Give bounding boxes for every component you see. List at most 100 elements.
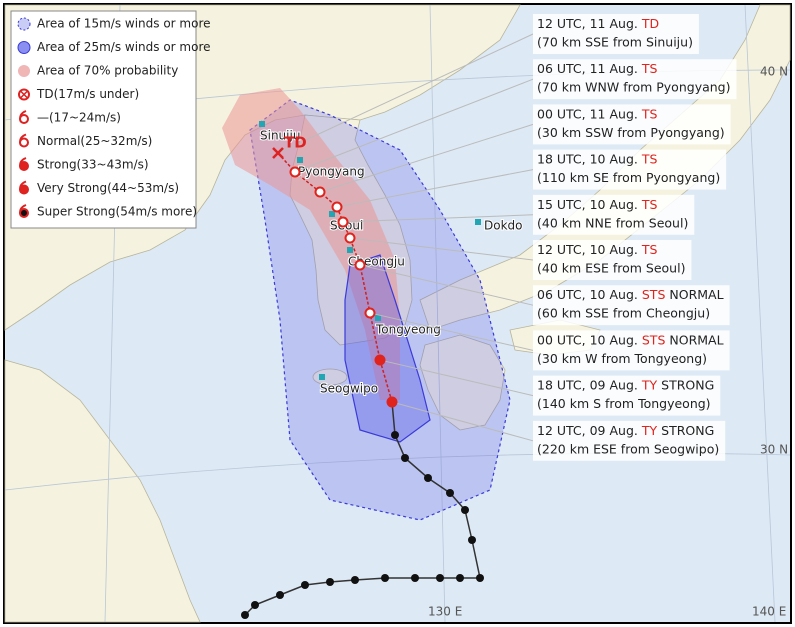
label-box [533, 375, 721, 416]
place-label: Sinuiju [260, 129, 300, 143]
forecast-title: 12 UTC, 09 Aug. TY STRONG [537, 422, 714, 437]
forecast-track [277, 152, 393, 403]
wind-25-area [344, 254, 431, 443]
status: TS [641, 151, 658, 166]
place-label: Seogwipo [320, 382, 378, 396]
label-box [533, 14, 699, 54]
time: 18 UTC, 09 Aug. [537, 377, 638, 392]
past-position [241, 611, 249, 619]
time: 00 UTC, 11 Aug. [537, 106, 638, 121]
time: 18 UTC, 10 Aug. [537, 151, 638, 166]
time: 06 UTC, 10 Aug. [537, 287, 638, 302]
legend-icon [19, 208, 29, 218]
legend-label: Area of 15m/s winds or more [37, 17, 211, 31]
label-box [533, 330, 730, 371]
past-position [424, 474, 432, 482]
legend-label: Strong(33~43m/s) [37, 158, 149, 172]
connector [359, 264, 534, 306]
forecast-title: 18 UTC, 10 Aug. TS [537, 151, 658, 166]
forecast-position [331, 201, 343, 213]
connector [294, 78, 534, 173]
forecast-position [374, 354, 386, 366]
grid-label: 130 E [428, 605, 462, 619]
legend-label: Area of 70% probability [37, 64, 178, 78]
grid-label: 30 N [760, 443, 788, 457]
past-position [411, 574, 419, 582]
legend-icon [19, 137, 29, 148]
forecast-location: (70 km WNW from Pyongyang) [537, 80, 730, 95]
forecast-title: 12 UTC, 10 Aug. TS [537, 242, 658, 257]
past-position [276, 591, 284, 599]
time: 15 UTC, 10 Aug. [537, 196, 638, 211]
legend-icon [19, 114, 29, 124]
place-marker [375, 315, 381, 321]
grid-label: 140 E [752, 605, 786, 619]
forecast-location: (60 km SSE from Cheongju) [537, 306, 710, 321]
time: 06 UTC, 11 Aug. [537, 61, 638, 76]
forecast-location: (30 km W from Tongyeong) [537, 351, 707, 366]
forecast-position [289, 166, 301, 178]
legend-label: Very Strong(44~53m/s) [37, 181, 179, 195]
forecast-location: (40 km NNE from Seoul) [537, 215, 688, 230]
label-box [533, 420, 726, 461]
past-position [401, 454, 409, 462]
forecast-title: 00 UTC, 10 Aug. STS NORMAL [537, 332, 724, 347]
forecast-title: 18 UTC, 09 Aug. TY STRONG [537, 377, 714, 392]
past-position [456, 574, 464, 582]
legend-label: TD(17m/s under) [36, 87, 139, 101]
status: TS [641, 106, 658, 121]
connector [277, 33, 534, 154]
status: TY [641, 422, 658, 437]
status: TY [641, 377, 658, 392]
forecast-location: (40 km ESE from Seoul) [537, 261, 685, 276]
label-box [533, 104, 731, 145]
label-box [533, 149, 727, 190]
legend-label: Normal(25~32m/s) [37, 134, 152, 148]
forecast-location: (70 km SSE from Sinuiju) [537, 35, 693, 50]
legend-label: Area of 25m/s winds or more [37, 40, 211, 54]
legend: Area of 15m/s winds or more Area of 25m/s… [10, 10, 211, 229]
forecast-position [354, 259, 366, 271]
strength: NORMAL [669, 332, 723, 347]
place-label: Dokdo [484, 219, 523, 233]
past-position [381, 574, 389, 582]
past-position [326, 578, 334, 586]
forecast-position [386, 396, 398, 408]
place-marker [329, 211, 335, 217]
place-label: Pyongyang [298, 165, 365, 179]
place-marker [297, 157, 303, 163]
connector [342, 214, 534, 223]
forecast-location: (220 km ESE from Seogwipo) [537, 441, 719, 456]
past-position [436, 574, 444, 582]
status: TS [641, 196, 658, 211]
legend-icon [17, 17, 31, 31]
connector [369, 312, 534, 351]
time: 12 UTC, 11 Aug. [537, 16, 638, 31]
time: 12 UTC, 09 Aug. [537, 422, 638, 437]
label-box [533, 285, 730, 326]
connector [379, 359, 534, 397]
past-position [476, 574, 484, 582]
connector [336, 169, 534, 208]
label-box [533, 59, 737, 100]
legend-icon [20, 90, 28, 99]
legend-box [10, 10, 197, 229]
end-marker-label: TD [284, 134, 307, 152]
place-marker [475, 219, 481, 225]
forecast-position [364, 307, 376, 319]
legend-icon [19, 161, 29, 171]
legend-icon [19, 184, 29, 195]
legend-icon [17, 41, 31, 54]
time: 00 UTC, 10 Aug. [537, 332, 638, 347]
forecast-title: 00 UTC, 11 Aug. TS [537, 106, 658, 121]
place-marker [319, 374, 325, 380]
legend-label: —(17~24m/s) [37, 111, 121, 125]
forecast-location: (140 km S from Tongyeong) [537, 396, 711, 411]
status: STS [642, 287, 666, 302]
connector [319, 123, 534, 193]
forecast-title: 12 UTC, 11 Aug. TD [537, 16, 659, 31]
status: TS [641, 242, 658, 257]
forecast-position [314, 186, 326, 198]
place-label: Tongyeong [375, 323, 441, 337]
forecast-title: 15 UTC, 10 Aug. TS [537, 196, 658, 211]
